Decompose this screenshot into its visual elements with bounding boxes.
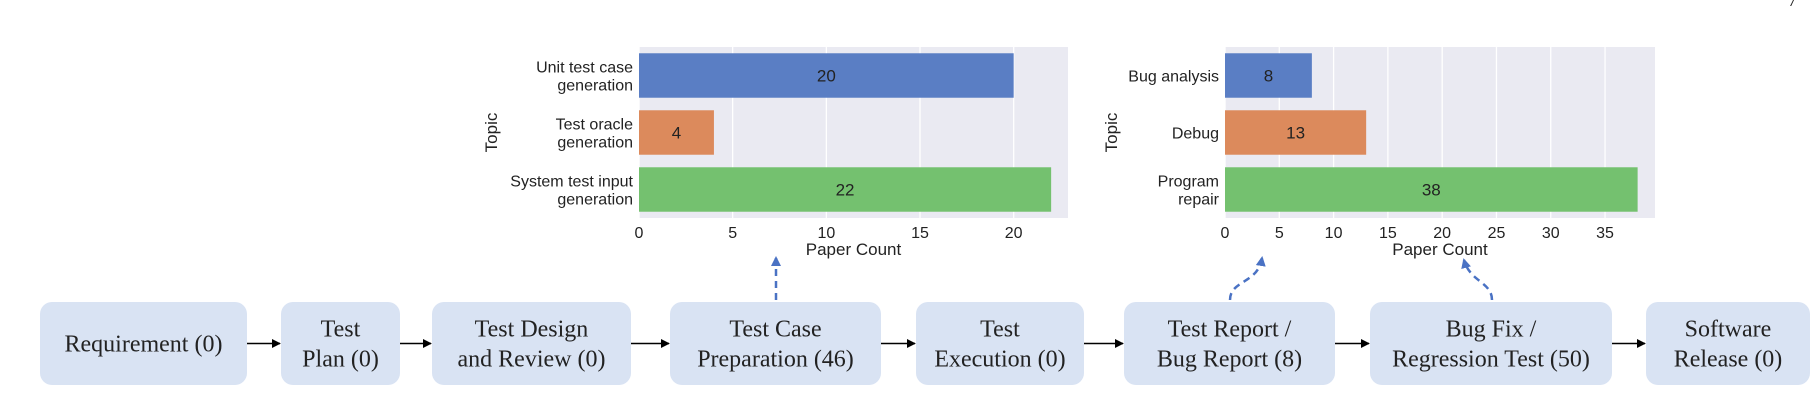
category-tick-label: Debug — [1172, 126, 1219, 143]
x-axis-label: Paper Count — [1392, 240, 1488, 259]
pipeline-step-label: Preparation (46) — [697, 347, 854, 373]
x-tick-label: 15 — [1379, 225, 1397, 242]
pipeline-step-label: Test Case — [729, 317, 821, 343]
pipeline-step-test-execution — [916, 302, 1084, 385]
pipeline-step-label: and Review (0) — [458, 347, 606, 373]
category-tick-label: Test oracle — [556, 117, 633, 134]
pipeline-step-label: Software — [1685, 317, 1772, 343]
testing-pipeline: Requirement (0) Test Plan (0) Test Design an… — [40, 302, 1810, 385]
pipeline-step-label: Release (0) — [1674, 347, 1783, 373]
category-tick-label: Unit test case — [536, 60, 633, 77]
bar — [1225, 167, 1638, 212]
bar-value-label: 22 — [836, 181, 855, 200]
x-tick-label: 5 — [1275, 225, 1284, 242]
pipeline-step-requirement — [40, 302, 247, 385]
category-tick-label: generation — [557, 192, 633, 209]
pipeline-step-label: Test — [321, 317, 361, 343]
pipeline-step-label: Test — [980, 317, 1020, 343]
x-tick-label: 15 — [911, 225, 929, 242]
pipeline-step-label: Bug Fix / — [1446, 317, 1537, 343]
pipeline-step-label: Regression Test (50) — [1392, 347, 1590, 373]
page-number: 7 — [1788, 0, 1797, 10]
link-arrow-test-report — [1228, 256, 1266, 301]
pipeline-step-test-plan — [281, 302, 400, 385]
x-tick-label: 0 — [635, 225, 644, 242]
x-tick-label: 10 — [1325, 225, 1343, 242]
x-tick-label: 10 — [817, 225, 835, 242]
pipeline-step-label: Requirement (0) — [65, 332, 223, 358]
pipeline-step-test-design-review — [432, 302, 631, 385]
bar — [1225, 110, 1367, 155]
x-tick-label: 30 — [1542, 225, 1560, 242]
bar — [639, 110, 714, 155]
bar — [639, 53, 1014, 98]
chart-links — [771, 256, 1494, 301]
pipeline-step-label: Plan (0) — [302, 347, 379, 373]
bar-value-label: 20 — [817, 67, 836, 86]
category-tick-label: Bug analysis — [1128, 69, 1219, 86]
bar — [639, 167, 1052, 212]
bar-value-label: 13 — [1286, 124, 1305, 143]
pipeline-step-label: Test Report / — [1168, 317, 1292, 343]
bar-value-label: 4 — [672, 124, 681, 143]
x-tick-label: 25 — [1488, 225, 1506, 242]
bar-value-label: 8 — [1264, 67, 1273, 86]
pipeline-step-software-release — [1646, 302, 1810, 385]
x-tick-label: 0 — [1221, 225, 1230, 242]
y-axis-label: Topic — [1102, 112, 1121, 152]
pipeline-step-test-case-preparation — [670, 302, 881, 385]
bar-value-label: 38 — [1422, 181, 1441, 200]
pipeline-step-test-report-bug-report — [1124, 302, 1335, 385]
pipeline-step-bug-fix-regression-test — [1370, 302, 1612, 385]
x-tick-label: 20 — [1433, 225, 1451, 242]
x-axis-label: Paper Count — [806, 240, 902, 259]
pipeline-step-label: Execution (0) — [934, 347, 1065, 373]
pipeline-step-label: Bug Report (8) — [1157, 347, 1302, 373]
category-tick-label: System test input — [510, 174, 633, 191]
bar — [1225, 53, 1312, 98]
x-tick-label: 35 — [1596, 225, 1614, 242]
category-tick-label: generation — [557, 78, 633, 95]
category-tick-label: generation — [557, 135, 633, 152]
category-tick-label: Program — [1158, 174, 1219, 191]
link-arrow-bug-fix — [1461, 258, 1494, 301]
pipeline-step-label: Test Design — [475, 317, 589, 343]
x-tick-label: 5 — [728, 225, 737, 242]
category-tick-label: repair — [1178, 192, 1220, 209]
x-tick-label: 20 — [1005, 225, 1023, 242]
y-axis-label: Topic — [482, 112, 501, 152]
